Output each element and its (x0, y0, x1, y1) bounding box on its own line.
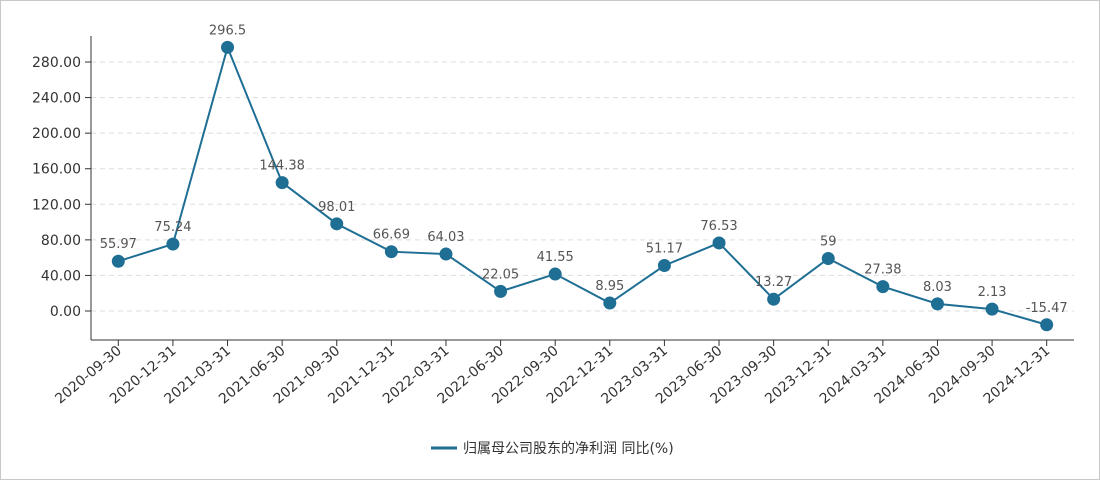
y-tick-label: 0.00 (50, 304, 81, 320)
data-label: 144.38 (259, 159, 305, 174)
data-label: 8.95 (595, 279, 624, 294)
data-label: 75.24 (154, 220, 191, 235)
data-label: 64.03 (427, 230, 464, 245)
data-point (548, 267, 562, 281)
y-tick-label: 160.00 (32, 162, 81, 178)
data-label: 98.01 (318, 200, 355, 215)
data-label: 41.55 (537, 250, 574, 265)
y-tick-label: 120.00 (32, 197, 81, 213)
y-tick-label: 80.00 (41, 233, 81, 249)
data-point (876, 280, 890, 294)
axes (85, 36, 1074, 346)
data-label: -15.47 (1026, 301, 1068, 316)
legend[interactable]: 归属母公司股东的净利润 同比(%) (431, 440, 674, 457)
data-label: 13.27 (755, 275, 792, 290)
data-points (111, 40, 1054, 332)
y-tick-label: 280.00 (32, 55, 81, 71)
data-point (494, 284, 508, 298)
series-line (118, 44, 1047, 326)
data-label: 55.97 (100, 237, 137, 252)
data-point (657, 258, 671, 272)
y-tick-label: 240.00 (32, 91, 81, 107)
data-labels: 55.97 75.24 296.5 144.38 98.01 66.69 64.03 22.0… (100, 23, 1068, 315)
grid-lines (91, 61, 1074, 312)
data-point (985, 302, 999, 316)
data-point (767, 292, 781, 306)
data-label: 66.69 (373, 228, 410, 243)
data-point (603, 296, 617, 310)
data-label: 22.05 (482, 267, 519, 282)
data-point (221, 40, 235, 54)
x-tick-labels: 2020-09-302020-12-312021-03-312021-06-30… (52, 343, 1053, 408)
data-label: 2.13 (978, 285, 1007, 300)
data-point (275, 176, 289, 190)
data-point (439, 247, 453, 261)
data-point (111, 254, 125, 268)
data-label: 51.17 (646, 241, 683, 256)
data-point (384, 245, 398, 259)
data-point (166, 237, 180, 251)
data-label: 76.53 (700, 219, 737, 234)
legend-label: 归属母公司股东的净利润 同比(%) (463, 440, 674, 457)
data-point (330, 217, 344, 231)
data-point (821, 252, 835, 266)
data-point (712, 236, 726, 250)
data-point (1040, 318, 1054, 332)
data-point (930, 297, 944, 311)
data-label: 27.38 (864, 263, 901, 278)
series-line-layer (118, 44, 1047, 326)
y-tick-labels: 0.00 40.00 80.00 120.00 160.00 200.00 240.00 28… (32, 55, 81, 320)
y-tick-label: 40.00 (41, 268, 81, 284)
data-label: 59 (820, 235, 837, 250)
data-label: 8.03 (923, 280, 952, 295)
data-label: 296.5 (209, 23, 246, 38)
y-tick-label: 200.00 (32, 126, 81, 142)
